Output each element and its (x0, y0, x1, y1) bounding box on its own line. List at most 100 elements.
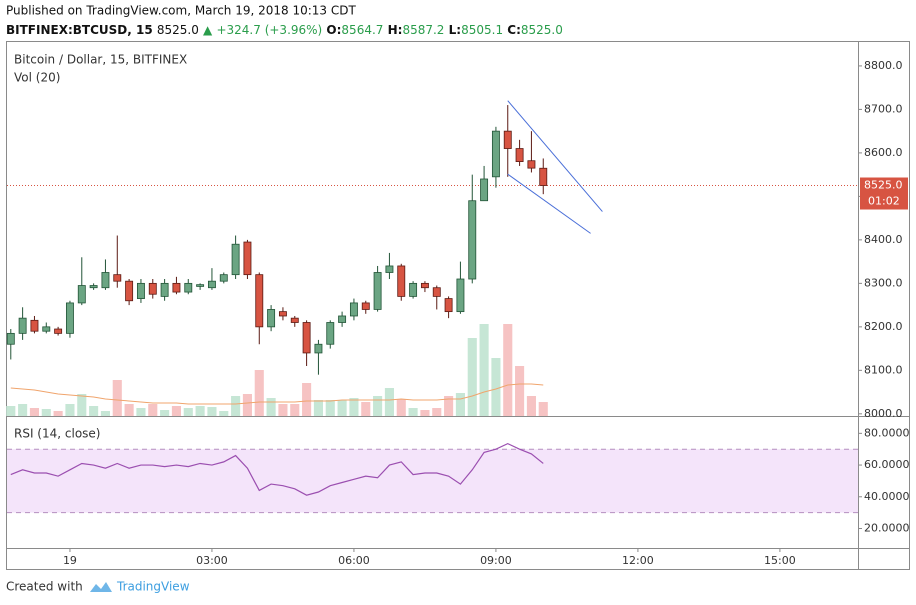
volume-bar (41, 409, 51, 416)
rsi-band (7, 449, 858, 513)
x-tick-label: 06:00 (338, 554, 370, 567)
volume-bar (195, 406, 205, 416)
candle-body (278, 311, 287, 317)
volume-bar (325, 400, 335, 416)
volume-bar (491, 358, 501, 416)
chart-frame (6, 41, 910, 570)
ohlc-label: L: (449, 23, 461, 37)
last-price-label: 8525.0 (864, 179, 903, 192)
rsi-legend: RSI (14, close) (14, 427, 100, 441)
candle-body (397, 265, 406, 297)
volume-bar (124, 404, 134, 416)
candle-body (326, 322, 335, 345)
volume-bar (349, 398, 359, 416)
volume-bar (112, 380, 122, 416)
y-tick-label: 40.0000 (864, 490, 910, 503)
arrow: ▲ (203, 23, 213, 37)
ohlc-value: 8525.0 (521, 23, 563, 37)
x-tick-label: 12:00 (622, 554, 654, 567)
ohlc-label: C: (507, 23, 521, 37)
volume-bar (526, 396, 536, 416)
volume-bar (77, 394, 87, 416)
candle-body (42, 326, 51, 332)
change: +324.7 (+3.96%) (216, 23, 322, 37)
volume-bar (65, 404, 75, 416)
volume-bar (278, 404, 288, 416)
volume-bar (396, 399, 406, 416)
ohlc-value: 8505.1 (461, 23, 503, 37)
volume-bar (29, 408, 40, 416)
y-tick-label: 8400.0 (864, 233, 903, 246)
price-legend: Bitcoin / Dollar, 15, BITFINEX (14, 53, 187, 67)
candle-body (539, 167, 548, 186)
candle-body (89, 285, 98, 289)
ohlc-value: 8564.7 (341, 23, 383, 37)
published: Published on TradingView.com, March 19, … (6, 4, 356, 18)
volume-bar (455, 393, 465, 416)
volume-bar (503, 324, 513, 416)
rsi-line (10, 442, 544, 496)
candle-body (503, 130, 512, 149)
y-tick-label: 8000.0 (864, 407, 903, 420)
volume-bar (337, 400, 347, 416)
volume-bar (18, 404, 28, 416)
candle-body (30, 319, 39, 332)
volume-bar (538, 402, 548, 416)
price: 8525.0 (157, 23, 199, 37)
ohlc-label: O: (326, 23, 341, 37)
x-tick-label: 15:00 (764, 554, 796, 567)
volume-bar (302, 383, 312, 416)
candle-body (255, 274, 264, 328)
volume-bar (171, 406, 181, 416)
volume-ma (10, 383, 544, 405)
volume-bar (266, 398, 276, 416)
candle-body (267, 309, 276, 328)
volume-bar (183, 408, 193, 416)
trend-line (507, 173, 591, 234)
y-tick-label: 8800.0 (864, 59, 903, 72)
volume-bar (444, 396, 454, 416)
candle-body (101, 272, 110, 289)
volume-bar (515, 366, 525, 416)
volume-bar (479, 324, 489, 416)
candle-body (113, 274, 122, 282)
volume-bar (384, 388, 394, 416)
candle-body (290, 317, 299, 323)
y-tick-label: 80.0000 (864, 426, 910, 439)
volume-bar (420, 410, 430, 416)
candle-body (420, 282, 429, 289)
trend-line (507, 100, 603, 212)
candle-body (349, 302, 358, 317)
candle-body (196, 284, 205, 287)
footer-brand[interactable]: TradingView (116, 580, 190, 594)
candle-body (18, 317, 27, 334)
candle-body (207, 280, 216, 289)
candle-body (148, 282, 157, 295)
volume-bar (313, 400, 323, 416)
candle-body (432, 287, 441, 297)
y-tick-label: 8200.0 (864, 320, 903, 333)
candle-body (6, 332, 15, 345)
volume-bar (231, 396, 241, 416)
volume-bar (53, 411, 63, 416)
y-tick-label: 8700.0 (864, 102, 903, 115)
volume-bar (373, 396, 383, 416)
candle-body (385, 265, 394, 273)
candle-body (409, 282, 418, 297)
candle-body (160, 282, 169, 297)
last-price-box (860, 177, 908, 210)
volume-bar (89, 406, 99, 416)
volume-bar (6, 406, 16, 416)
volume-bar (219, 411, 229, 416)
candle-body (444, 298, 453, 313)
candle-body (491, 130, 500, 178)
y-tick-label: 8300.0 (864, 276, 903, 289)
candle-body (136, 282, 145, 299)
candle-body (456, 278, 465, 313)
x-tick-label: 09:00 (480, 554, 512, 567)
candle-body (65, 302, 74, 334)
ohlc-label: H: (388, 23, 403, 37)
candle-body (480, 178, 489, 202)
candle-body (302, 322, 311, 354)
